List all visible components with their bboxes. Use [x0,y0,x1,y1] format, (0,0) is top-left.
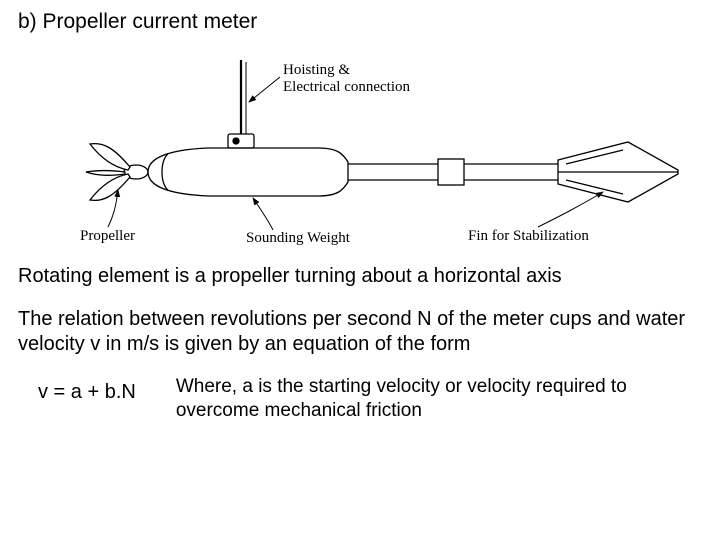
velocity-equation: v = a + b.N [18,375,136,404]
label-hoisting: Hoisting & Electrical connection [283,62,410,95]
page-title: b) Propeller current meter [18,10,702,34]
description-paragraph-2: The relation between revolutions per sec… [18,307,702,357]
label-sounding: Sounding Weight [246,230,350,247]
label-propeller: Propeller [80,228,135,245]
label-fin: Fin for Stabilization [468,228,589,245]
equation-row: v = a + b.N Where, a is the starting vel… [18,375,702,423]
propeller-meter-diagram: Hoisting & Electrical connection Propell… [18,42,702,252]
description-paragraph-1: Rotating element is a propeller turning … [18,264,702,289]
equation-explanation: Where, a is the starting velocity or vel… [176,375,702,423]
